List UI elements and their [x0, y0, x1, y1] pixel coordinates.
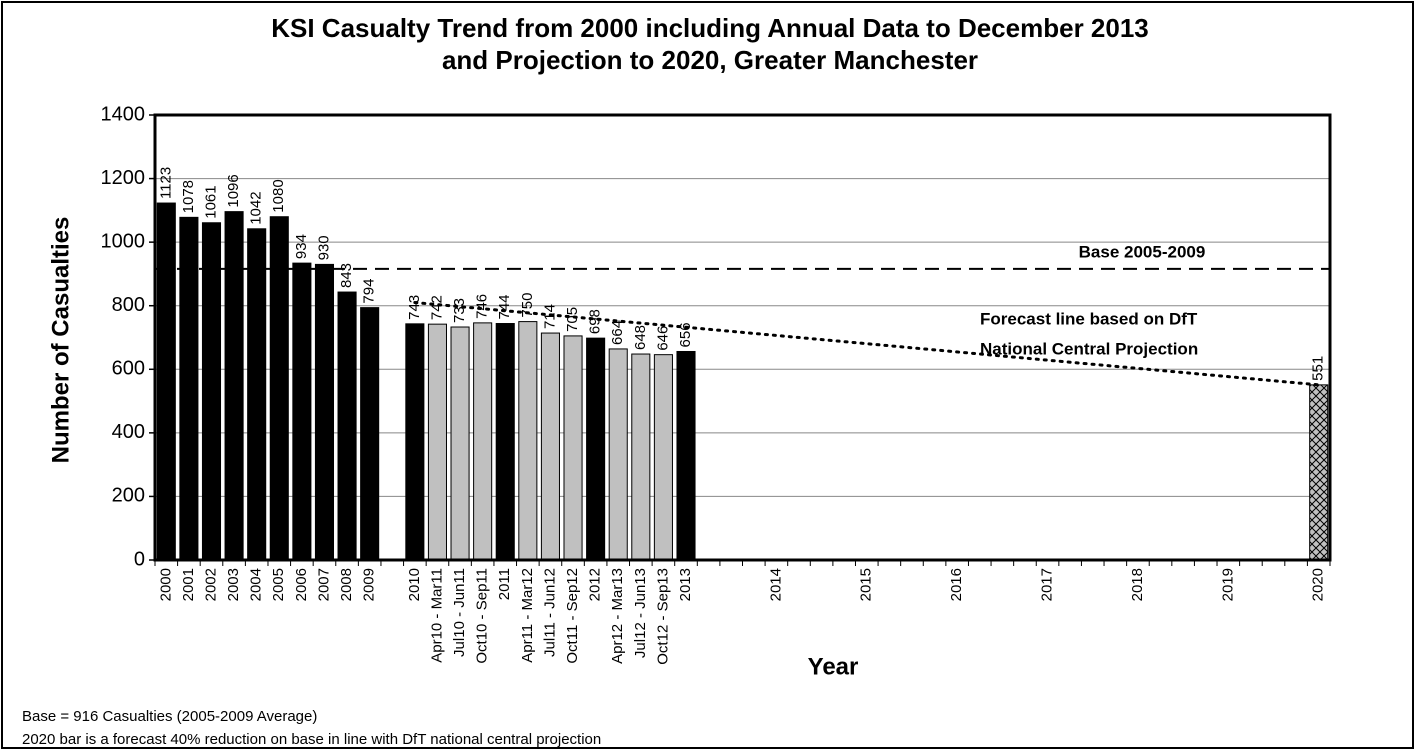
bar [495, 323, 515, 561]
value-label: 742 [428, 295, 445, 320]
value-label: 750 [519, 293, 536, 318]
x-tick-label: 2010 [406, 568, 423, 601]
y-axis-label: Number of Casualties [47, 217, 74, 464]
forecast-line [413, 301, 1321, 387]
bar [201, 222, 222, 561]
x-tick-label: Oct11 - Sep12 [564, 568, 581, 664]
x-tick-label: 2005 [270, 568, 287, 601]
value-label: 1096 [225, 174, 242, 207]
bar [676, 350, 696, 561]
value-label: 664 [609, 320, 626, 345]
bar [224, 211, 244, 561]
y-tick-label: 200 [112, 485, 145, 507]
bar [156, 202, 176, 561]
value-label: 743 [406, 295, 423, 320]
x-axis-label: Year [808, 653, 859, 680]
x-tick-label: 2004 [248, 568, 265, 601]
x-tick-label: Apr10 - Mar11 [428, 568, 445, 663]
value-label: 1061 [202, 185, 219, 218]
note: Base = 916 Casualties (2005-2009 Average… [22, 708, 317, 725]
bar [473, 322, 493, 561]
x-tick-label: 2014 [767, 568, 784, 601]
bar [405, 323, 425, 561]
value-label: 1080 [270, 179, 287, 212]
plot-border [153, 113, 1332, 562]
bar [631, 353, 651, 561]
x-tick-label: 2015 [858, 568, 875, 601]
value-label: 1078 [180, 180, 197, 213]
x-tick-label: Apr12 - Mar13 [609, 568, 626, 664]
x-tick-label: 2000 [157, 568, 174, 601]
value-label: 746 [474, 294, 491, 319]
value-label: 648 [632, 325, 649, 350]
x-tick-label: 2019 [1219, 568, 1236, 601]
y-tick-label: 600 [112, 358, 145, 380]
value-label: 744 [496, 294, 513, 319]
x-tick-label: 2013 [677, 568, 694, 601]
bar [540, 332, 560, 561]
x-tick-label: 2003 [225, 568, 242, 601]
bar [653, 354, 673, 561]
value-label: 705 [564, 307, 581, 332]
value-label: 551 [1310, 356, 1327, 381]
bar [563, 335, 583, 561]
x-tick-label: 2002 [202, 568, 219, 601]
value-label: 1123 [157, 167, 174, 199]
x-tick-label: Oct10 - Sep11 [474, 568, 491, 664]
x-tick-label: 2008 [338, 568, 355, 601]
base-line-label: Base 2005-2009 [1079, 242, 1206, 261]
x-tick-label: 2017 [1039, 568, 1056, 601]
value-label: 794 [361, 279, 378, 304]
value-label: 656 [677, 322, 694, 347]
value-label: 733 [451, 298, 468, 323]
note: 2020 bar is a forecast 40% reduction on … [22, 731, 601, 748]
x-tick-label: 2011 [496, 568, 513, 600]
x-tick-label: Jul12 - Jun13 [632, 568, 649, 658]
value-label: 843 [338, 263, 355, 288]
x-tick-label: 2020 [1310, 568, 1327, 601]
bar [518, 321, 538, 561]
x-tick-label: 2012 [587, 568, 604, 601]
forecast-label: National Central Projection [980, 339, 1198, 358]
x-tick-label: 2018 [1129, 568, 1146, 601]
x-tick-label: 2007 [315, 568, 332, 601]
x-tick-label: Jul11 - Jun12 [541, 568, 558, 657]
x-tick-label: Apr11 - Mar12 [519, 568, 536, 663]
x-tick-label: 2006 [293, 568, 310, 601]
x-tick-label: Oct12 - Sep13 [654, 568, 671, 665]
value-label: 934 [293, 234, 310, 259]
chart-title: and Projection to 2020, Greater Manchest… [442, 45, 978, 75]
x-tick-label: 2016 [948, 568, 965, 601]
x-tick-label: Jul10 - Jun11 [451, 568, 468, 657]
bar [1309, 384, 1329, 561]
forecast-label: Forecast line based on DfT [980, 309, 1198, 328]
bar [360, 307, 380, 561]
bar [247, 228, 267, 561]
y-tick-label: 1000 [101, 230, 146, 252]
value-label: 646 [654, 326, 671, 351]
value-label: 1042 [248, 191, 265, 224]
y-tick-label: 400 [112, 421, 145, 443]
bar [586, 337, 606, 561]
value-label: 714 [541, 304, 558, 329]
y-tick-label: 1400 [101, 103, 146, 125]
bar [608, 348, 628, 561]
y-tick-label: 0 [134, 548, 145, 570]
y-tick-label: 800 [112, 294, 145, 316]
bar [292, 262, 312, 561]
bar [314, 263, 335, 561]
x-tick-label: 2001 [180, 568, 197, 601]
bar [450, 326, 470, 561]
x-tick-label: 2009 [361, 568, 378, 601]
y-tick-label: 1200 [101, 167, 146, 189]
bar [337, 291, 357, 561]
chart-title: KSI Casualty Trend from 2000 including A… [271, 13, 1149, 43]
bar [427, 323, 447, 561]
value-label: 930 [315, 235, 332, 260]
value-label: 698 [587, 309, 604, 334]
